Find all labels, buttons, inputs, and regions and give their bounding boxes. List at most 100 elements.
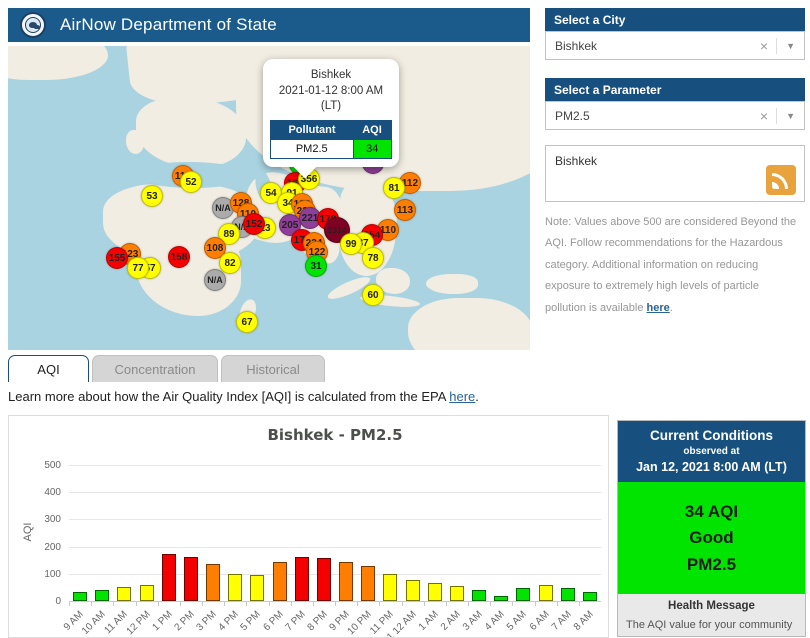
- chart-bar[interactable]: [95, 590, 110, 601]
- aqi-map-marker[interactable]: 82: [219, 252, 241, 274]
- chart-y-tick-label: 0: [55, 596, 61, 607]
- chart-bar[interactable]: [316, 558, 331, 601]
- learn-more-here-link[interactable]: here: [449, 389, 476, 404]
- tab-concentration[interactable]: Concentration: [92, 355, 218, 382]
- chart-bar[interactable]: [250, 575, 265, 601]
- health-message-title: Health Message: [668, 600, 755, 613]
- aqi-value-block: 34 AQI Good PM2.5: [618, 482, 805, 595]
- chart-bar[interactable]: [427, 583, 442, 601]
- chart-bar[interactable]: [161, 554, 176, 601]
- chart-y-tick-label: 100: [44, 568, 61, 580]
- chart-bar[interactable]: [272, 562, 287, 601]
- aqi-map-marker[interactable]: 158: [168, 246, 190, 268]
- chart-x-tick: [268, 601, 270, 606]
- health-message-text: The AQI value for your community is betw…: [626, 619, 793, 632]
- select-parameter-header: Select a Parameter: [545, 78, 805, 101]
- world-map[interactable]: 117525354N/A128110N/A1315289108123155577…: [8, 46, 530, 350]
- popup-pollutant-value: PM2.5: [270, 138, 354, 159]
- aqi-map-marker[interactable]: 152: [243, 213, 265, 235]
- chart-bar[interactable]: [582, 592, 597, 601]
- chart-gridline: [69, 465, 601, 466]
- chart-y-tick-label: 400: [44, 487, 61, 499]
- aqi-category: Good: [689, 528, 734, 548]
- chart-x-tick: [246, 601, 248, 606]
- chart-x-tick: [423, 601, 425, 606]
- chart-bar[interactable]: [560, 588, 575, 601]
- chart-x-tick: [578, 601, 580, 606]
- chart-bar[interactable]: [383, 574, 398, 601]
- aqi-map-marker[interactable]: 108: [204, 237, 226, 259]
- aqi-map-marker[interactable]: 78: [362, 247, 384, 269]
- chart-y-tick-label: 500: [44, 460, 61, 471]
- chart-bar[interactable]: [405, 580, 420, 601]
- chart-x-tick: [290, 601, 292, 606]
- aqi-map-marker[interactable]: 52: [180, 171, 202, 193]
- aqi-map-marker[interactable]: 77: [127, 257, 149, 279]
- chart-gridline: [69, 492, 601, 494]
- parameter-select-value: PM2.5: [555, 108, 590, 123]
- chart-x-tick: [490, 601, 492, 606]
- chart-bar[interactable]: [117, 587, 132, 601]
- chart-bar[interactable]: [139, 585, 154, 601]
- chart-bar[interactable]: [228, 574, 243, 601]
- map-popup: Bishkek 2021-01-12 8:00 AM (LT) Pollutan…: [263, 59, 399, 167]
- rss-city-label: Bishkek: [555, 154, 598, 168]
- map-landmass: [8, 46, 108, 80]
- chart-y-tick-label: 300: [44, 514, 61, 526]
- chart-x-tick: [179, 601, 181, 606]
- popup-col-aqi: AQI: [353, 120, 392, 140]
- aqi-map-marker[interactable]: N/A: [204, 269, 226, 291]
- chart-x-tick: [312, 601, 314, 606]
- chart-x-tick: [91, 601, 93, 606]
- app-title: AirNow Department of State: [60, 15, 277, 34]
- chart-bar[interactable]: [183, 557, 198, 601]
- select-city-header: Select a City: [545, 8, 805, 31]
- observed-datetime: Jan 12, 2021 8:00 AM (LT): [636, 460, 787, 474]
- aqi-map-marker[interactable]: 99: [340, 233, 362, 255]
- chart-bar[interactable]: [494, 596, 509, 601]
- chart-bar[interactable]: [472, 590, 487, 601]
- chart-x-tick: [69, 601, 70, 606]
- parameter-clear-icon[interactable]: ×: [759, 107, 769, 124]
- select-divider: [776, 107, 778, 124]
- aqi-map-marker[interactable]: 81: [383, 177, 405, 199]
- city-select[interactable]: Bishkek × ▼: [545, 31, 805, 60]
- chart-bar[interactable]: [361, 566, 376, 601]
- chart-x-tick: [135, 601, 137, 606]
- chart-bar[interactable]: [449, 586, 464, 601]
- current-conditions-panel: Current Conditions observed at Jan 12, 2…: [617, 420, 806, 637]
- popup-city: Bishkek: [310, 69, 352, 81]
- chart-y-tick-label: 200: [44, 541, 61, 553]
- rss-feed-box: Bishkek: [545, 145, 805, 202]
- tab-historical[interactable]: Historical: [221, 355, 325, 382]
- aqi-map-marker[interactable]: 155: [106, 247, 128, 269]
- chart-bar[interactable]: [206, 564, 221, 601]
- rss-icon[interactable]: [766, 165, 796, 195]
- current-conditions-title: Current Conditions: [650, 428, 773, 443]
- chart-bar[interactable]: [516, 588, 531, 601]
- aqi-map-marker[interactable]: 67: [236, 311, 258, 333]
- department-of-state-seal-icon: [20, 12, 46, 38]
- chart-bar[interactable]: [339, 562, 354, 601]
- aqi-map-marker[interactable]: 31: [305, 255, 327, 277]
- chart-x-tick: [379, 601, 381, 606]
- chart-bar[interactable]: [73, 592, 88, 601]
- chart-bar[interactable]: [538, 585, 553, 601]
- aqi-map-marker[interactable]: 113: [394, 199, 416, 221]
- aqi-map-marker[interactable]: 60: [362, 284, 384, 306]
- parameter-caret-down-icon[interactable]: ▼: [786, 110, 795, 121]
- chart-bar[interactable]: [294, 557, 309, 601]
- chart-x-tick: [335, 601, 336, 606]
- note-here-link[interactable]: here: [646, 301, 670, 314]
- city-clear-icon[interactable]: ×: [759, 37, 769, 54]
- parameter-select[interactable]: PM2.5 × ▼: [545, 101, 805, 130]
- chart-x-tick: [357, 601, 359, 606]
- tab-aqi[interactable]: AQI: [8, 355, 89, 382]
- chart-x-tick: [202, 601, 203, 606]
- chart-gridline: [69, 546, 601, 548]
- select-divider: [776, 37, 778, 54]
- aqi-map-marker[interactable]: 89: [218, 223, 240, 245]
- city-caret-down-icon[interactable]: ▼: [786, 40, 795, 51]
- aqi-map-marker[interactable]: 53: [141, 185, 163, 207]
- chart-x-tick: [224, 601, 226, 606]
